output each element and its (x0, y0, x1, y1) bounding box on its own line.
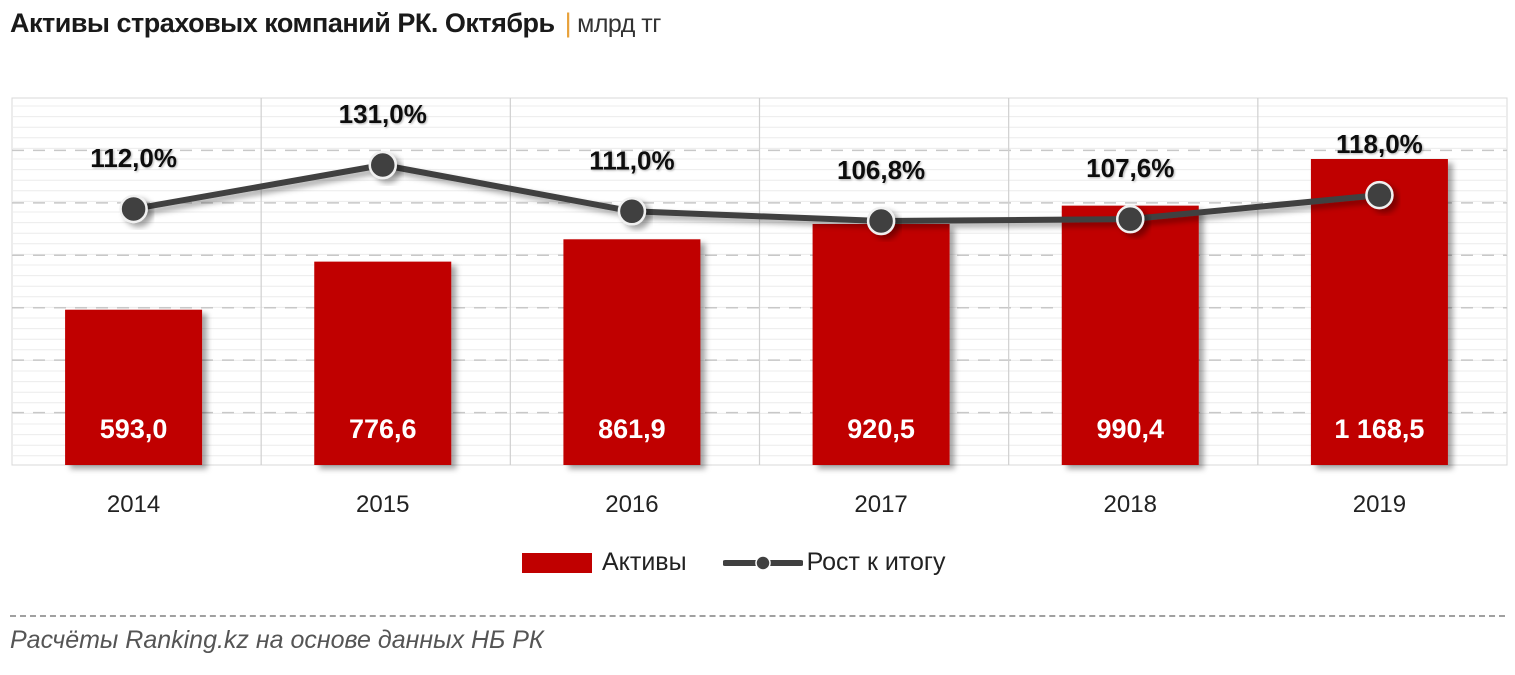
source-note: Расчёты Ranking.kz на основе данных НБ Р… (10, 626, 544, 654)
legend-label-assets: Активы (602, 548, 687, 576)
bar-value-label: 776,6 (349, 414, 417, 444)
line-value-label: 106,8% (837, 155, 925, 185)
x-tick-label: 2017 (854, 491, 907, 518)
title-separator: | (564, 8, 572, 38)
bar-value-label: 990,4 (1096, 414, 1164, 444)
chart-canvas: 593,0 776,6 861,9 920,5 990,4 1 168,5 112,0%1… (11, 97, 1508, 518)
line-marker-2016[interactable] (617, 197, 647, 226)
bar-value-label: 920,5 (847, 414, 915, 444)
line-value-label: 118,0% (1336, 129, 1423, 159)
bar-swatch-icon (522, 552, 592, 573)
line-value-label: 107,6% (1086, 153, 1174, 183)
bar-value-label: 861,9 (598, 414, 666, 444)
bar-2014[interactable] (65, 309, 203, 465)
x-tick-label: 2018 (1104, 491, 1157, 518)
legend-item-assets[interactable]: Активы (522, 548, 687, 577)
legend-item-growth[interactable]: Рост к итогу (722, 548, 946, 577)
bar-2017[interactable] (812, 223, 950, 465)
legend: Активы Рост к итогу (522, 548, 981, 577)
bar-value-label: 593,0 (100, 414, 168, 444)
line-value-label: 131,0% (339, 99, 427, 129)
legend-label-growth: Рост к итогу (806, 548, 946, 576)
footer-divider (10, 615, 1505, 617)
bar-2018[interactable] (1061, 205, 1199, 465)
line-marker-2018[interactable] (1116, 204, 1145, 234)
line-marker-2019[interactable] (1365, 180, 1394, 210)
line-marker-2014[interactable] (119, 194, 148, 224)
line-value-labels: 112,0% 131,0% 111,0% 106,8% 107,6% 118,0% (90, 99, 1423, 185)
bar-value-label: 1 168,5 (1334, 414, 1424, 444)
bar-2019[interactable] (1310, 159, 1448, 465)
line-marker-2015[interactable] (368, 150, 397, 180)
x-axis-labels: 2014 2015 2016 2017 2018 2019 (107, 491, 1406, 518)
growth-line (133, 162, 1380, 224)
title-unit: млрд тг (577, 10, 661, 38)
plot-grid (11, 97, 1508, 466)
bar-value-labels: 593,0 776,6 861,9 920,5 990,4 1 168,5 (100, 414, 1425, 444)
chart-title: Активы страховых компаний РК. Октябрь | мл… (10, 8, 661, 39)
x-tick-label: 2014 (107, 491, 160, 518)
line-series (119, 150, 1394, 236)
line-marker-swatch-icon (722, 554, 803, 571)
bar-2016[interactable] (563, 239, 701, 465)
bar-2015[interactable] (314, 261, 452, 465)
x-tick-label: 2016 (605, 491, 658, 518)
line-value-label: 111,0% (589, 145, 674, 175)
line-value-label: 112,0% (90, 143, 177, 173)
line-marker-2017[interactable] (866, 206, 896, 236)
x-tick-label: 2015 (356, 491, 409, 518)
title-main: Активы страховых компаний РК. Октябрь (10, 8, 555, 38)
bar-series (65, 159, 1448, 465)
x-tick-label: 2019 (1353, 491, 1406, 518)
